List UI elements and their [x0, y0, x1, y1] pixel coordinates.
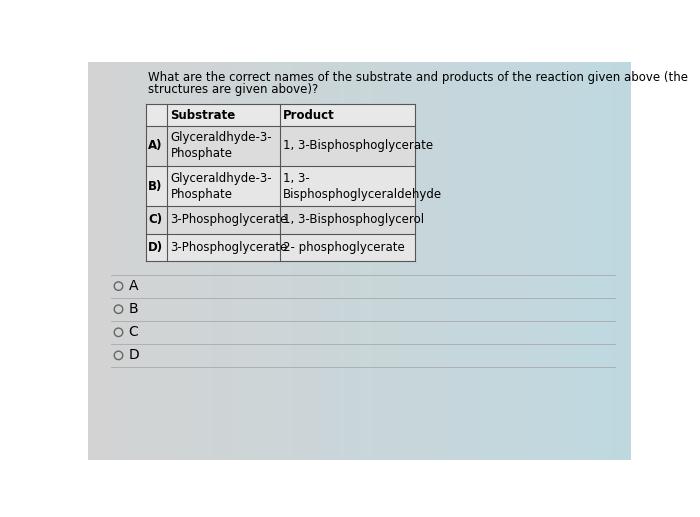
- Text: B): B): [148, 179, 162, 192]
- Circle shape: [114, 282, 122, 291]
- Text: 3-Phosphoglycerate: 3-Phosphoglycerate: [170, 241, 288, 254]
- Text: Substrate: Substrate: [170, 109, 236, 121]
- Circle shape: [114, 305, 122, 313]
- Text: D): D): [148, 241, 163, 254]
- Text: A): A): [148, 140, 162, 153]
- Bar: [146, 126, 415, 166]
- Text: Glyceraldhyde-3-
Phosphate: Glyceraldhyde-3- Phosphate: [170, 172, 272, 201]
- Text: Glyceraldhyde-3-
Phosphate: Glyceraldhyde-3- Phosphate: [170, 131, 272, 160]
- Text: D: D: [129, 348, 139, 362]
- Circle shape: [114, 328, 122, 337]
- Text: B: B: [129, 302, 138, 316]
- Text: 1, 3-
Bisphosphoglyceraldehyde: 1, 3- Bisphosphoglyceraldehyde: [283, 172, 442, 201]
- Circle shape: [114, 351, 122, 360]
- Bar: [146, 206, 415, 234]
- Text: 3-Phosphoglycerate: 3-Phosphoglycerate: [170, 214, 288, 226]
- Bar: [146, 104, 415, 262]
- Text: What are the correct names of the substrate and products of the reaction given a: What are the correct names of the substr…: [148, 71, 688, 84]
- Text: Product: Product: [283, 109, 335, 121]
- Text: structures are given above)?: structures are given above)?: [148, 83, 318, 96]
- Text: C): C): [148, 214, 162, 226]
- Text: 1, 3-Bisphosphoglycerate: 1, 3-Bisphosphoglycerate: [283, 140, 433, 153]
- Text: C: C: [129, 325, 139, 339]
- Bar: [146, 234, 415, 262]
- Bar: [146, 166, 415, 206]
- Text: 1, 3-Bisphosphoglycerol: 1, 3-Bisphosphoglycerol: [283, 214, 424, 226]
- Text: 2- phosphoglycerate: 2- phosphoglycerate: [283, 241, 405, 254]
- Text: A: A: [129, 279, 138, 293]
